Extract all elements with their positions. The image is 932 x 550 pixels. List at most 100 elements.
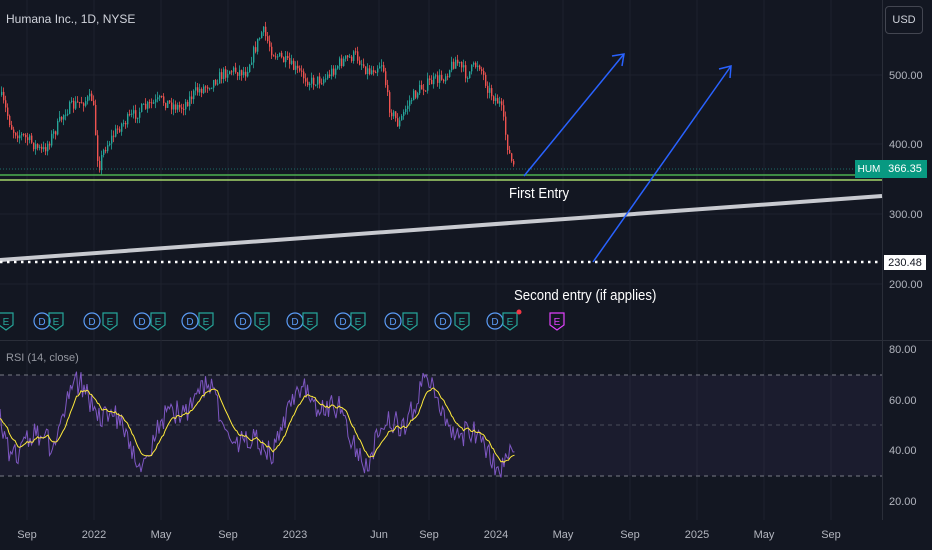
candle <box>431 75 433 85</box>
dividend-marker[interactable]: D <box>334 312 352 330</box>
earnings-marker[interactable]: E <box>402 312 418 331</box>
price-tick-500: 500.00 <box>889 70 923 82</box>
candle <box>191 90 193 104</box>
candle <box>89 89 91 101</box>
trendline[interactable] <box>0 194 883 262</box>
dividend-marker[interactable]: D <box>434 312 452 330</box>
candle <box>203 84 205 95</box>
candle <box>175 100 177 114</box>
candle <box>227 69 229 83</box>
dividend-marker[interactable]: D <box>384 312 402 330</box>
candle <box>353 50 355 64</box>
dividend-marker[interactable]: D <box>181 312 199 330</box>
earnings-marker[interactable]: E <box>48 312 64 331</box>
candle <box>27 132 29 146</box>
symbol-title[interactable]: Humana Inc., 1D, NYSE <box>6 12 136 26</box>
candle <box>307 77 309 87</box>
candle <box>491 84 493 101</box>
earnings-marker[interactable]: E <box>302 312 318 331</box>
svg-text:E: E <box>554 317 561 328</box>
svg-text:D: D <box>186 317 193 328</box>
candle <box>75 96 77 111</box>
earnings-marker[interactable]: E <box>254 312 270 331</box>
dividend-marker[interactable]: D <box>33 312 51 330</box>
candle <box>473 61 475 67</box>
candle <box>341 54 343 69</box>
earnings-marker[interactable]: E <box>150 312 166 331</box>
candle <box>349 53 351 58</box>
earnings-marker[interactable]: E <box>454 312 470 331</box>
candle <box>1 86 3 97</box>
earnings-marker[interactable]: E <box>502 312 518 331</box>
candle <box>77 96 79 103</box>
candle <box>293 58 295 71</box>
candle <box>139 107 141 124</box>
earnings-marker[interactable]: E <box>549 312 565 331</box>
arrow-first-entry[interactable] <box>523 53 625 177</box>
candle <box>275 52 277 60</box>
candle <box>375 70 377 74</box>
second-entry-annotation[interactable]: Second entry (if applies) <box>514 287 657 304</box>
time-tick: Sep <box>419 529 439 541</box>
candle <box>321 78 323 85</box>
candle <box>49 141 51 150</box>
svg-text:D: D <box>138 317 145 328</box>
time-tick: May <box>553 529 574 541</box>
candle <box>459 61 461 68</box>
candle <box>269 35 271 52</box>
candle <box>251 56 253 66</box>
svg-text:D: D <box>491 317 498 328</box>
symbol-ticker: HUM <box>857 163 881 175</box>
candle <box>67 109 69 117</box>
candle <box>279 52 281 57</box>
candle <box>453 58 455 70</box>
dividend-marker[interactable]: D <box>133 312 151 330</box>
arrow-second-entry[interactable] <box>592 65 732 263</box>
earnings-marker[interactable]: E <box>0 312 14 331</box>
svg-text:D: D <box>339 317 346 328</box>
candle <box>225 65 227 82</box>
candle <box>467 76 469 83</box>
candle <box>19 129 21 144</box>
candle <box>339 56 341 70</box>
candle <box>117 125 119 134</box>
dividend-marker[interactable]: D <box>234 312 252 330</box>
candle <box>347 54 349 62</box>
candle <box>247 66 249 78</box>
candlestick-series[interactable] <box>1 21 515 176</box>
current-price-value: 366.35 <box>888 163 922 175</box>
candle <box>337 65 339 70</box>
currency-button[interactable]: USD <box>885 6 923 34</box>
earnings-marker[interactable]: E <box>350 312 366 331</box>
first-entry-annotation[interactable]: First Entry <box>509 185 570 202</box>
earnings-alert-dot <box>516 309 522 315</box>
candle <box>41 143 43 153</box>
candle <box>99 156 101 173</box>
candle <box>183 103 185 116</box>
rsi-indicator-label[interactable]: RSI (14, close) <box>6 352 79 364</box>
candle <box>65 109 67 121</box>
candle <box>471 64 473 75</box>
earnings-marker[interactable]: E <box>102 312 118 331</box>
candle <box>167 100 169 108</box>
svg-text:E: E <box>203 317 210 328</box>
candle <box>397 113 399 127</box>
candle <box>445 73 447 85</box>
candle <box>483 67 485 81</box>
candle <box>85 97 87 108</box>
candle <box>149 99 151 109</box>
candle <box>231 69 233 76</box>
earnings-marker[interactable]: E <box>198 312 214 331</box>
candle <box>171 97 173 115</box>
candle <box>373 66 375 76</box>
time-tick: Sep <box>821 529 841 541</box>
rsi-tick-20: 20.00 <box>889 496 917 508</box>
candle <box>59 110 61 123</box>
candle <box>5 95 7 113</box>
dividend-marker[interactable]: D <box>486 312 504 330</box>
rsi-series[interactable] <box>0 371 515 478</box>
rsi-ma-line <box>0 387 515 463</box>
dividend-marker[interactable]: D <box>83 312 101 330</box>
